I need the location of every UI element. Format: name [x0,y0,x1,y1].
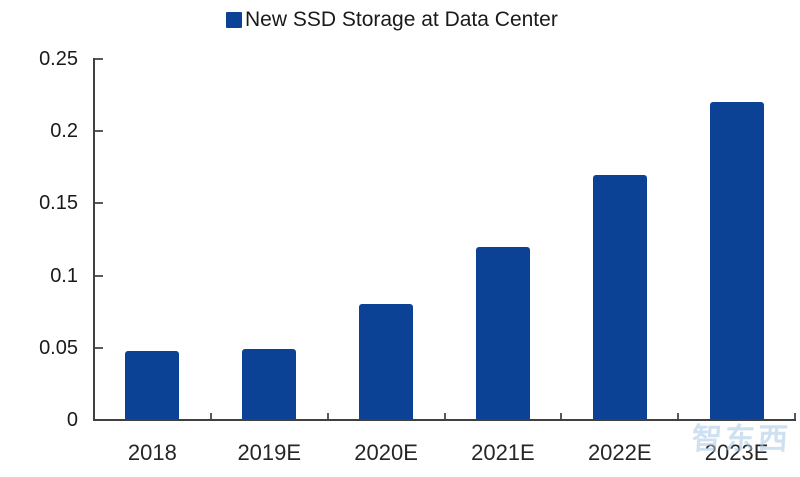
x-axis-tick [326,413,329,420]
y-axis-tick [95,346,103,349]
bar-2019E [242,349,297,420]
x-axis-tick [560,413,563,420]
y-axis-tick [95,58,103,60]
y-axis-label-0.2: 0.2 [50,120,78,143]
x-axis-label-2022E: 2022E [587,440,652,465]
bar-2018 [125,350,180,420]
bar-2020E [359,304,414,420]
bar-2021E [475,246,530,420]
y-axis-tick [95,202,103,205]
x-axis-tick [794,413,796,420]
x-axis-label-2018: 2018 [127,440,177,465]
chart-legend: New SSD Storage at Data Center [226,9,558,31]
y-axis-label-0.05: 0.05 [39,336,78,359]
y-axis-label-0.25: 0.25 [39,48,78,70]
y-axis-label-0.1: 0.1 [50,264,78,287]
x-axis-tick [209,413,212,420]
x-axis-label-2023E: 2023E [704,440,769,465]
x-axis-tick [443,413,446,420]
y-axis-line [93,58,95,421]
bar-2023E [709,102,764,420]
x-axis-line [93,419,796,421]
legend-label: New SSD Storage at Data Center [245,8,558,31]
x-axis-tick [677,413,680,420]
x-axis-label-2021E: 2021E [471,440,535,465]
y-axis-tick [95,274,103,277]
y-axis-label-0.15: 0.15 [39,192,78,215]
legend-square-icon [226,12,242,28]
bar-2022E [592,174,647,420]
x-axis-label-2020E: 2020E [354,440,418,465]
y-axis-label-0: 0 [66,409,78,431]
x-axis-label-2019E: 2019E [237,440,302,465]
y-axis-tick [95,130,103,133]
